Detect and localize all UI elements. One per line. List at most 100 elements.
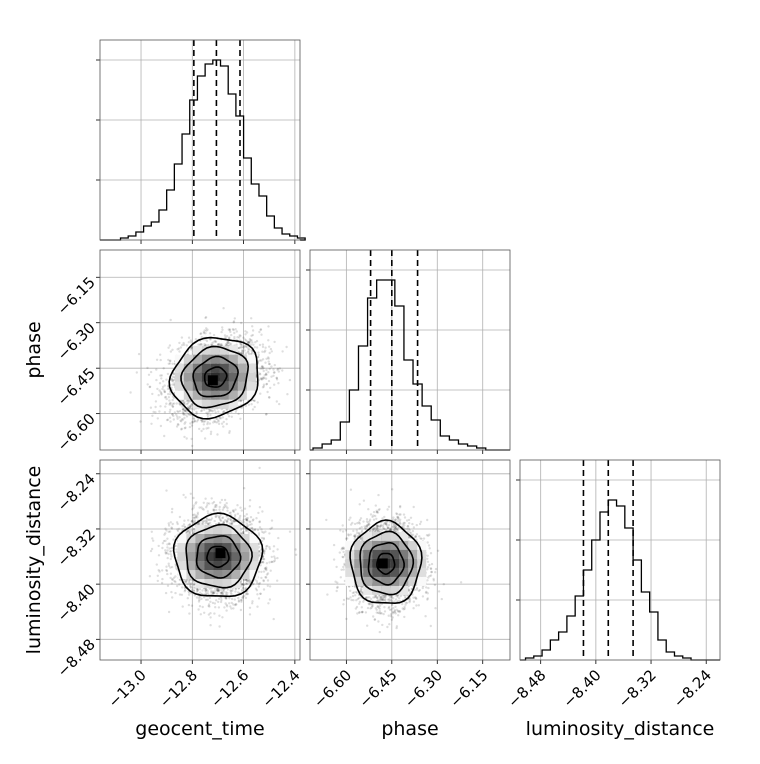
scatter-point bbox=[267, 585, 269, 587]
scatter-point bbox=[256, 606, 258, 608]
scatter-point bbox=[250, 516, 252, 518]
scatter-point bbox=[188, 341, 190, 343]
scatter-point bbox=[243, 487, 245, 489]
scatter-point bbox=[176, 402, 178, 404]
scatter-point bbox=[268, 396, 270, 398]
scatter-point bbox=[260, 334, 262, 336]
scatter-point bbox=[188, 400, 190, 402]
panel-hist-luminosity_distance bbox=[516, 460, 720, 664]
scatter-point bbox=[228, 432, 230, 434]
scatter-point bbox=[222, 416, 224, 418]
scatter-point bbox=[268, 360, 270, 362]
scatter-point bbox=[167, 359, 169, 361]
scatter-point bbox=[215, 509, 217, 511]
scatter-point bbox=[272, 368, 274, 370]
scatter-point bbox=[161, 578, 163, 580]
scatter-point bbox=[178, 342, 180, 344]
scatter-point bbox=[191, 445, 193, 447]
scatter-point bbox=[229, 328, 231, 330]
scatter-point bbox=[160, 377, 162, 379]
scatter-point bbox=[182, 342, 184, 344]
scatter-point bbox=[217, 411, 219, 413]
scatter-point bbox=[158, 394, 160, 396]
scatter-point bbox=[200, 613, 202, 615]
scatter-point bbox=[262, 386, 264, 388]
scatter-point bbox=[215, 411, 217, 413]
scatter-point bbox=[270, 570, 272, 572]
scatter-point bbox=[204, 437, 206, 439]
scatter-point bbox=[252, 329, 254, 331]
scatter-point bbox=[260, 377, 262, 379]
scatter-point bbox=[171, 511, 173, 513]
scatter-point bbox=[217, 343, 219, 345]
scatter-point bbox=[175, 548, 177, 550]
scatter-point bbox=[277, 382, 279, 384]
scatter-point bbox=[165, 379, 167, 381]
scatter-point bbox=[156, 388, 158, 390]
scatter-point bbox=[258, 354, 260, 356]
scatter-point bbox=[285, 346, 287, 348]
scatter-point bbox=[163, 389, 165, 391]
scatter-point bbox=[255, 517, 257, 519]
scatter-point bbox=[252, 344, 254, 346]
scatter-point bbox=[183, 417, 185, 419]
scatter-point bbox=[260, 577, 262, 579]
density-peak bbox=[208, 375, 218, 385]
scatter-point bbox=[271, 350, 273, 352]
density-cell bbox=[238, 364, 247, 373]
scatter-point bbox=[167, 419, 169, 421]
scatter-point bbox=[160, 391, 162, 393]
scatter-point bbox=[222, 307, 224, 309]
scatter-point bbox=[196, 420, 198, 422]
scatter-point bbox=[245, 352, 247, 354]
scatter-point bbox=[229, 512, 231, 514]
density-cell bbox=[247, 382, 256, 391]
scatter-point bbox=[239, 334, 241, 336]
scatter-point bbox=[186, 344, 188, 346]
scatter-point bbox=[136, 371, 138, 373]
scatter-point bbox=[186, 437, 188, 439]
scatter-point bbox=[236, 330, 238, 332]
scatter-point bbox=[184, 427, 186, 429]
scatter-point bbox=[218, 509, 220, 511]
scatter-point bbox=[181, 336, 183, 338]
scatter-point bbox=[196, 412, 198, 414]
scatter-point bbox=[278, 370, 280, 372]
scatter-point bbox=[218, 423, 220, 425]
scatter-point bbox=[221, 423, 223, 425]
scatter-point bbox=[267, 572, 269, 574]
scatter-point bbox=[241, 349, 243, 351]
scatter-point bbox=[265, 413, 267, 415]
scatter-point bbox=[176, 418, 178, 420]
scatter-point bbox=[170, 573, 172, 575]
scatter-point bbox=[147, 383, 149, 385]
scatter-point bbox=[179, 516, 181, 518]
scatter-point bbox=[167, 388, 169, 390]
scatter-point bbox=[159, 405, 161, 407]
scatter-point bbox=[213, 334, 215, 336]
scatter-point bbox=[263, 370, 265, 372]
scatter-point bbox=[273, 384, 275, 386]
scatter-point bbox=[129, 391, 131, 393]
scatter-point bbox=[152, 411, 154, 413]
density-cell bbox=[247, 373, 256, 382]
scatter-point bbox=[155, 379, 157, 381]
scatter-point bbox=[252, 518, 254, 520]
scatter-point bbox=[267, 325, 269, 327]
scatter-point bbox=[254, 406, 256, 408]
scatter-point bbox=[267, 579, 269, 581]
scatter-point bbox=[267, 339, 269, 341]
scatter-point bbox=[190, 341, 192, 343]
scatter-point bbox=[173, 418, 175, 420]
scatter-point bbox=[168, 396, 170, 398]
scatter-point bbox=[259, 373, 261, 375]
scatter-point bbox=[174, 592, 176, 594]
scatter-point bbox=[160, 425, 162, 427]
scatter-point bbox=[268, 357, 270, 359]
scatter-point bbox=[165, 403, 167, 405]
scatter-point bbox=[150, 407, 152, 409]
scatter-point bbox=[168, 565, 170, 567]
scatter-point bbox=[240, 322, 242, 324]
scatter-point bbox=[232, 328, 234, 330]
